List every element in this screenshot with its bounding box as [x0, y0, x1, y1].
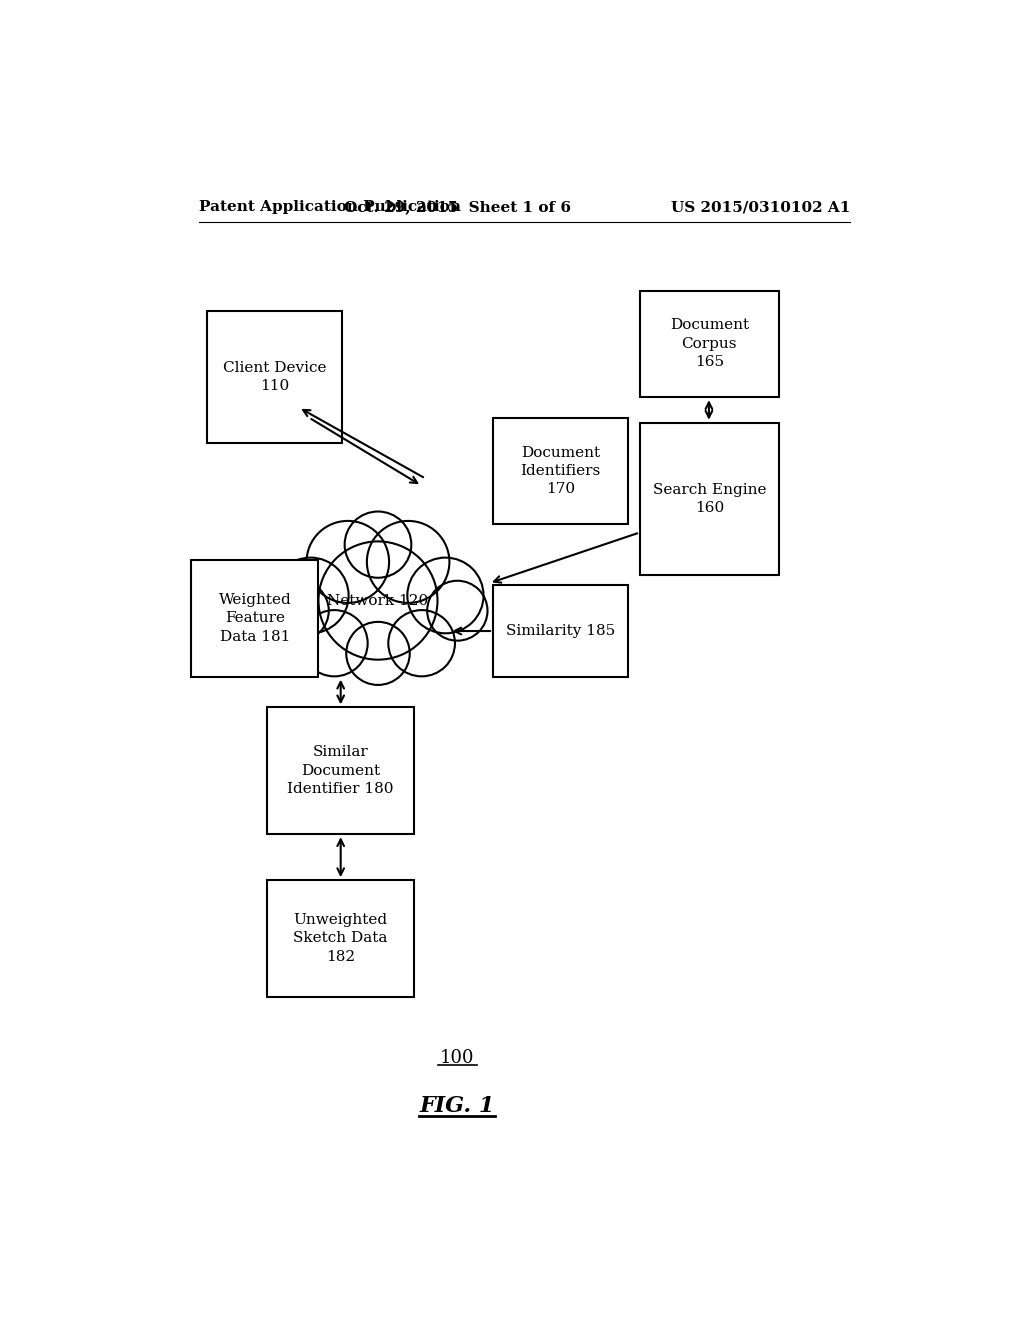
- Ellipse shape: [345, 512, 412, 578]
- Text: FIG. 1: FIG. 1: [420, 1094, 495, 1117]
- Ellipse shape: [301, 610, 368, 676]
- Text: 100: 100: [440, 1049, 474, 1067]
- Text: Unweighted
Sketch Data
182: Unweighted Sketch Data 182: [293, 913, 387, 964]
- Text: Client Device
110: Client Device 110: [223, 360, 327, 393]
- Text: US 2015/0310102 A1: US 2015/0310102 A1: [671, 201, 850, 214]
- FancyBboxPatch shape: [207, 312, 342, 444]
- Ellipse shape: [318, 541, 437, 660]
- FancyBboxPatch shape: [267, 708, 414, 834]
- FancyBboxPatch shape: [191, 560, 318, 677]
- FancyBboxPatch shape: [494, 417, 628, 524]
- Text: Network 120: Network 120: [328, 594, 429, 607]
- Text: Weighted
Feature
Data 181: Weighted Feature Data 181: [218, 593, 292, 644]
- Text: Oct. 29, 2015  Sheet 1 of 6: Oct. 29, 2015 Sheet 1 of 6: [344, 201, 570, 214]
- Text: Document
Identifiers
170: Document Identifiers 170: [520, 446, 601, 496]
- Ellipse shape: [367, 521, 450, 603]
- Ellipse shape: [388, 610, 455, 676]
- Text: Patent Application Publication: Patent Application Publication: [200, 201, 462, 214]
- FancyBboxPatch shape: [267, 880, 414, 997]
- FancyBboxPatch shape: [640, 290, 779, 397]
- Ellipse shape: [306, 521, 389, 603]
- Text: Document
Corpus
165: Document Corpus 165: [670, 318, 749, 370]
- Ellipse shape: [408, 557, 483, 634]
- FancyBboxPatch shape: [640, 422, 779, 576]
- Ellipse shape: [427, 581, 487, 640]
- Ellipse shape: [346, 622, 410, 685]
- FancyBboxPatch shape: [494, 585, 628, 677]
- Text: Similar
Document
Identifier 180: Similar Document Identifier 180: [287, 746, 393, 796]
- Ellipse shape: [272, 557, 348, 634]
- Text: Search Engine
160: Search Engine 160: [652, 483, 766, 515]
- Ellipse shape: [268, 581, 329, 640]
- Text: Similarity 185: Similarity 185: [506, 624, 615, 638]
